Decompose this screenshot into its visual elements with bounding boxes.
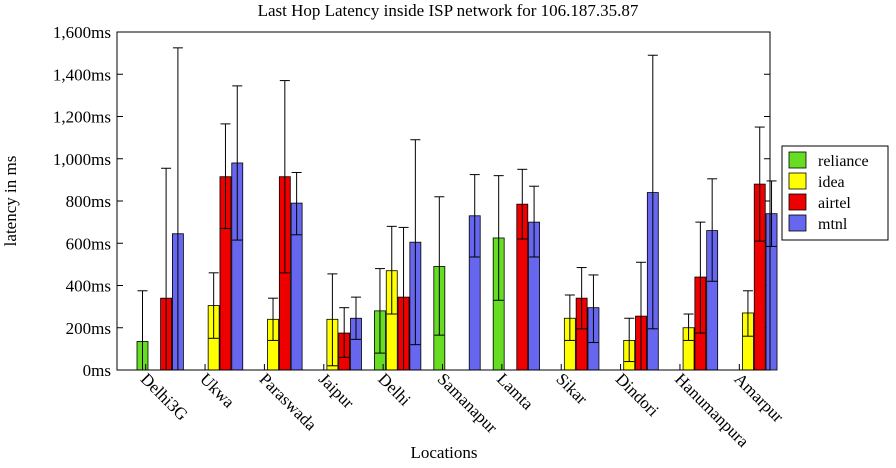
x-tick-label: Delhi3G [137, 369, 192, 424]
legend-swatch-airtel [788, 193, 807, 211]
x-axis-label: Locations [410, 443, 477, 462]
legend-label-mtnl: mtnl [818, 216, 848, 233]
y-tick-label: 1,200ms [53, 108, 111, 127]
y-tick-label: 1,600ms [53, 23, 111, 42]
x-tick-label: Dindori [612, 369, 663, 420]
x-tick-label: Ukwa [196, 369, 238, 411]
y-axis-ticks: 0ms 200ms 400ms 600ms 800ms 1,000ms 1,200ms 1,4… [53, 23, 770, 380]
legend-swatch-mtnl [788, 214, 807, 232]
x-tick-label: Amarpur [730, 369, 787, 426]
y-tick-label: 0ms [83, 361, 111, 380]
legend-label-airtel: airtel [818, 195, 851, 212]
x-tick-label: Delhi [374, 369, 414, 409]
legend-label-idea: idea [818, 174, 845, 191]
y-tick-label: 200ms [66, 319, 111, 338]
x-tick-label: Jaipur [315, 369, 358, 412]
chart-title: Last Hop Latency inside ISP network for … [258, 1, 639, 20]
y-tick-label: 400ms [66, 277, 111, 296]
y-axis-label: latency in ms [1, 156, 20, 247]
legend-swatch-idea [788, 172, 807, 190]
legend-swatch-reliance [788, 151, 807, 169]
x-tick-label: Paraswada [256, 369, 321, 434]
x-tick-label: Samanapur [434, 369, 502, 437]
y-tick-label: 1,000ms [53, 150, 111, 169]
x-tick-label: Sikar [552, 369, 591, 408]
x-tick-label: Lamta [493, 369, 537, 413]
y-tick-label: 600ms [66, 234, 111, 253]
y-tick-label: 800ms [66, 192, 111, 211]
y-tick-label: 1,400ms [53, 65, 111, 84]
legend: reliance idea airtel mtnl [781, 145, 889, 241]
legend-label-reliance: reliance [818, 153, 869, 170]
bars-group [136, 47, 778, 371]
plot-frame [116, 31, 771, 371]
